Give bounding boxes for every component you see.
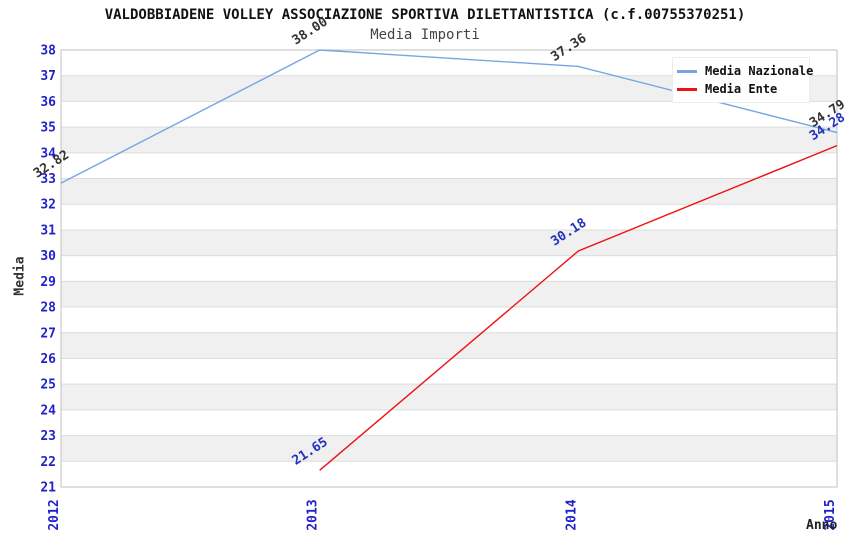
grid-band (61, 229, 837, 256)
grid-band (61, 101, 837, 128)
y-tick-label: 33 (40, 172, 56, 187)
y-tick-label: 30 (40, 249, 56, 264)
chart-subtitle: Media Importi (370, 27, 480, 43)
grid-band (61, 384, 837, 410)
y-tick-label: 29 (40, 275, 56, 290)
x-tick-label: 2014 (564, 499, 579, 530)
grid-band (61, 332, 837, 359)
grid-band (61, 435, 837, 462)
plot-frame (60, 49, 838, 488)
legend-line-swatch-blue (677, 69, 697, 73)
x-axis-title: Anno (806, 518, 838, 533)
grid-band (61, 204, 837, 230)
grid-band (61, 461, 837, 487)
legend-label: Media Ente (705, 82, 778, 96)
y-tick-label: 34 (40, 146, 56, 161)
y-tick-label: 26 (40, 352, 56, 367)
grid-band (61, 307, 837, 333)
legend-item-media-ente: Media Ente (677, 82, 805, 96)
y-tick-label: 22 (40, 455, 56, 470)
chart-title: VALDOBBIADENE VOLLEY ASSOCIAZIONE SPORTI… (104, 7, 746, 23)
x-tick-label: 2015 (823, 499, 838, 530)
legend-box: Media Nazionale Media Ente (672, 57, 813, 103)
grid-band (61, 281, 837, 308)
y-tick-label: 21 (40, 481, 56, 496)
y-tick-label: 35 (40, 121, 56, 136)
y-tick-label: 24 (40, 403, 56, 418)
y-tick-label: 23 (40, 429, 56, 444)
y-tick-label: 37 (40, 69, 56, 84)
y-tick-label: 36 (40, 95, 56, 110)
grid-band (61, 178, 837, 205)
legend-label: Media Nazionale (705, 64, 814, 78)
y-tick-label: 27 (40, 326, 56, 341)
grid-band (61, 127, 837, 153)
y-tick-label: 32 (40, 198, 56, 213)
point-label: 38.00 (290, 14, 331, 48)
grid-band (61, 152, 837, 179)
y-tick-label: 28 (40, 301, 56, 316)
y-axis-title: Media (12, 256, 28, 296)
grid-band (61, 255, 837, 282)
y-tick-label: 25 (40, 378, 56, 393)
x-tick-label: 2012 (47, 499, 62, 530)
x-tick-label: 2013 (306, 499, 321, 530)
legend-line-swatch-red (677, 87, 697, 91)
grid-band (61, 409, 837, 436)
grid-band (61, 358, 837, 385)
y-tick-label: 31 (40, 223, 56, 238)
y-tick-label: 38 (40, 44, 56, 59)
series-line-media-ente (319, 144, 838, 471)
legend-item-media-nazionale: Media Nazionale (677, 64, 813, 78)
